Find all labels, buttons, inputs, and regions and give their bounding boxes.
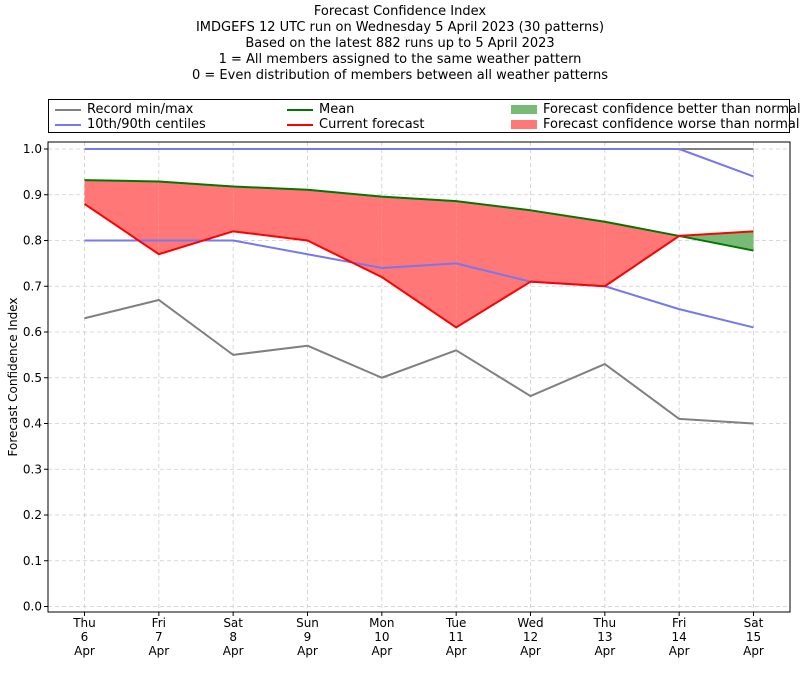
y-tick-label: 0.9	[23, 188, 42, 202]
legend-swatch-record	[55, 108, 81, 111]
legend-swatch-better	[511, 105, 537, 114]
title-line-2: IMDGEFS 12 UTC run on Wednesday 5 April …	[195, 20, 605, 35]
series-line-record-min	[84, 298, 754, 425]
y-tick-label: 0.5	[23, 371, 42, 385]
x-tick-label: Tue 11 Apr	[445, 616, 467, 658]
x-tick-label: Mon 10 Apr	[369, 616, 394, 658]
chart-title: Forecast Confidence Index IMDGEFS 12 UTC…	[0, 4, 800, 84]
x-tick-label: Thu 6 Apr	[72, 616, 96, 658]
y-tick-label: 0.2	[23, 508, 42, 522]
fill-worse-segment	[381, 196, 457, 328]
legend-item-worse: Forecast confidence worse than normal	[511, 117, 800, 132]
title-line-5: 0 = Even distribution of members between…	[191, 68, 609, 83]
legend-label-better: Forecast confidence better than normal	[543, 102, 800, 117]
fill-worse-segment	[307, 189, 382, 278]
series-line-p90	[84, 148, 754, 178]
fill-worse-segment	[84, 180, 159, 255]
x-tick-label: Fri 7 Apr	[148, 616, 169, 658]
y-axis-label: Forecast Confidence Index	[6, 298, 20, 457]
legend-label-centiles: 10th/90th centiles	[87, 117, 206, 132]
legend-item-centiles: 10th/90th centiles	[55, 117, 206, 132]
legend-label-record: Record min/max	[87, 102, 194, 117]
title-line-4: 1 = All members assigned to the same wea…	[218, 52, 582, 67]
fill-worse-segment	[233, 186, 308, 241]
x-tick-label: Sat 8 Apr	[223, 616, 244, 658]
legend-label-current: Current forecast	[319, 117, 425, 132]
y-tick-label: 0.7	[23, 279, 42, 293]
fill-worse-segment	[604, 221, 680, 287]
legend-swatch-centiles	[55, 123, 81, 126]
x-tick-label: Thu 13 Apr	[593, 616, 617, 658]
series-line-p10	[84, 239, 754, 329]
series-lines	[83, 148, 754, 425]
series-line-mean	[84, 179, 754, 252]
x-tick-label: Fri 14 Apr	[669, 616, 690, 658]
legend-swatch-worse	[511, 120, 537, 129]
legend-item-mean: Mean	[287, 102, 354, 117]
x-tick-label: Wed 12 Apr	[517, 616, 543, 658]
y-tick-label: 0.8	[23, 234, 42, 248]
title-line-3: Based on the latest 882 runs up to 5 Apr…	[245, 36, 555, 51]
legend-label-worse: Forecast confidence worse than normal	[543, 117, 800, 132]
y-tick-label: 0.6	[23, 325, 42, 339]
x-tick-label: Sun 9 Apr	[296, 616, 319, 658]
x-tick-label: Sat 15 Apr	[743, 616, 764, 658]
y-tick-label: 1.0	[23, 142, 42, 156]
axis-ticks: 0.0 0.1 0.2 0.3 0.4 0.5 0.6 0.7 0.8 0.9 1.0 Thu 6 Apr…	[23, 142, 764, 658]
plot-frame	[47, 141, 791, 613]
legend: Record min/max 10th/90th centiles Mean C…	[48, 99, 800, 133]
legend-swatch-current	[287, 123, 313, 126]
legend-item-current: Current forecast	[287, 117, 425, 132]
y-tick-label: 0.4	[23, 417, 42, 431]
legend-swatch-mean	[287, 108, 313, 111]
title-line-1: Forecast Confidence Index	[313, 4, 487, 19]
legend-item-record: Record min/max	[55, 102, 193, 117]
fill-better-segment	[679, 231, 754, 251]
y-tick-label: 0.1	[23, 554, 42, 568]
legend-label-mean: Mean	[319, 102, 355, 117]
series-line-current	[83, 203, 754, 329]
y-tick-label: 0.3	[23, 462, 42, 476]
fill-worse-segment	[530, 210, 605, 287]
confidence-fill	[84, 180, 754, 328]
y-tick-label: 0.0	[23, 600, 42, 614]
legend-item-better: Forecast confidence better than normal	[511, 102, 800, 117]
fill-worse-segment	[456, 201, 531, 328]
